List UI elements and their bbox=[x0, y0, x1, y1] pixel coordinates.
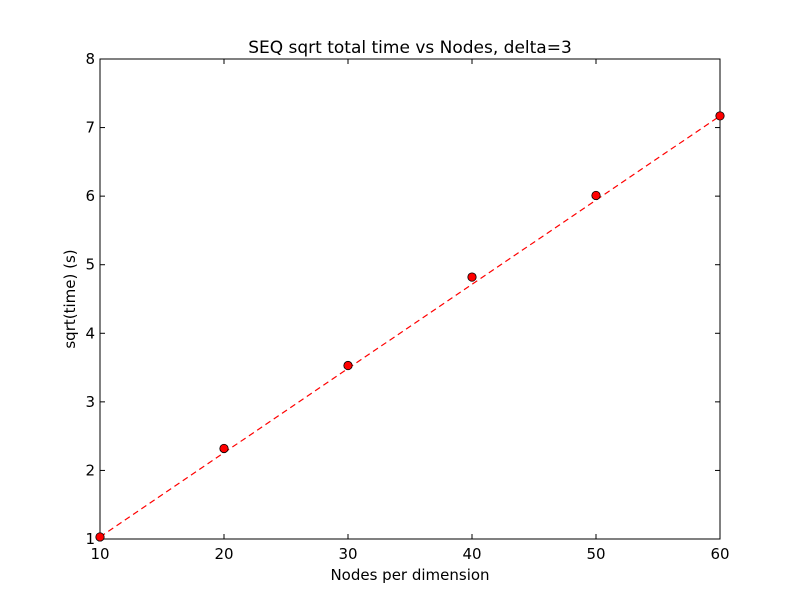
y-tick-label: 6 bbox=[85, 187, 95, 205]
data-point bbox=[95, 532, 105, 542]
data-point bbox=[467, 272, 477, 282]
chart-title: SEQ sqrt total time vs Nodes, delta=3 bbox=[248, 38, 572, 58]
data-point bbox=[715, 111, 725, 121]
data-point bbox=[219, 443, 229, 454]
x-axis-label: Nodes per dimension bbox=[330, 566, 489, 584]
axes-frame bbox=[99, 58, 721, 540]
plot-area: 10 20 30 40 50 60 1 2 3 4 5 6 7 8 bbox=[85, 50, 729, 563]
x-tick-label: 20 bbox=[214, 545, 233, 563]
y-tick-label: 1 bbox=[85, 530, 95, 548]
data-point bbox=[343, 360, 353, 371]
y-tick-label: 5 bbox=[85, 256, 95, 274]
y-tick-label: 3 bbox=[85, 393, 95, 411]
x-tick-label: 10 bbox=[90, 545, 109, 563]
y-tick-label: 7 bbox=[85, 119, 95, 137]
y-tick-label: 2 bbox=[85, 461, 95, 479]
y-tick-label: 8 bbox=[85, 50, 95, 68]
x-tick-label: 40 bbox=[462, 545, 481, 563]
y-tick-label: 4 bbox=[85, 324, 95, 342]
x-tick-label: 50 bbox=[586, 545, 605, 563]
data-point bbox=[591, 190, 601, 201]
y-axis-label: sqrt(time) (s) bbox=[61, 249, 79, 348]
fit-line bbox=[99, 115, 721, 538]
x-tick-label: 30 bbox=[338, 545, 357, 563]
x-tick-label: 60 bbox=[710, 545, 729, 563]
